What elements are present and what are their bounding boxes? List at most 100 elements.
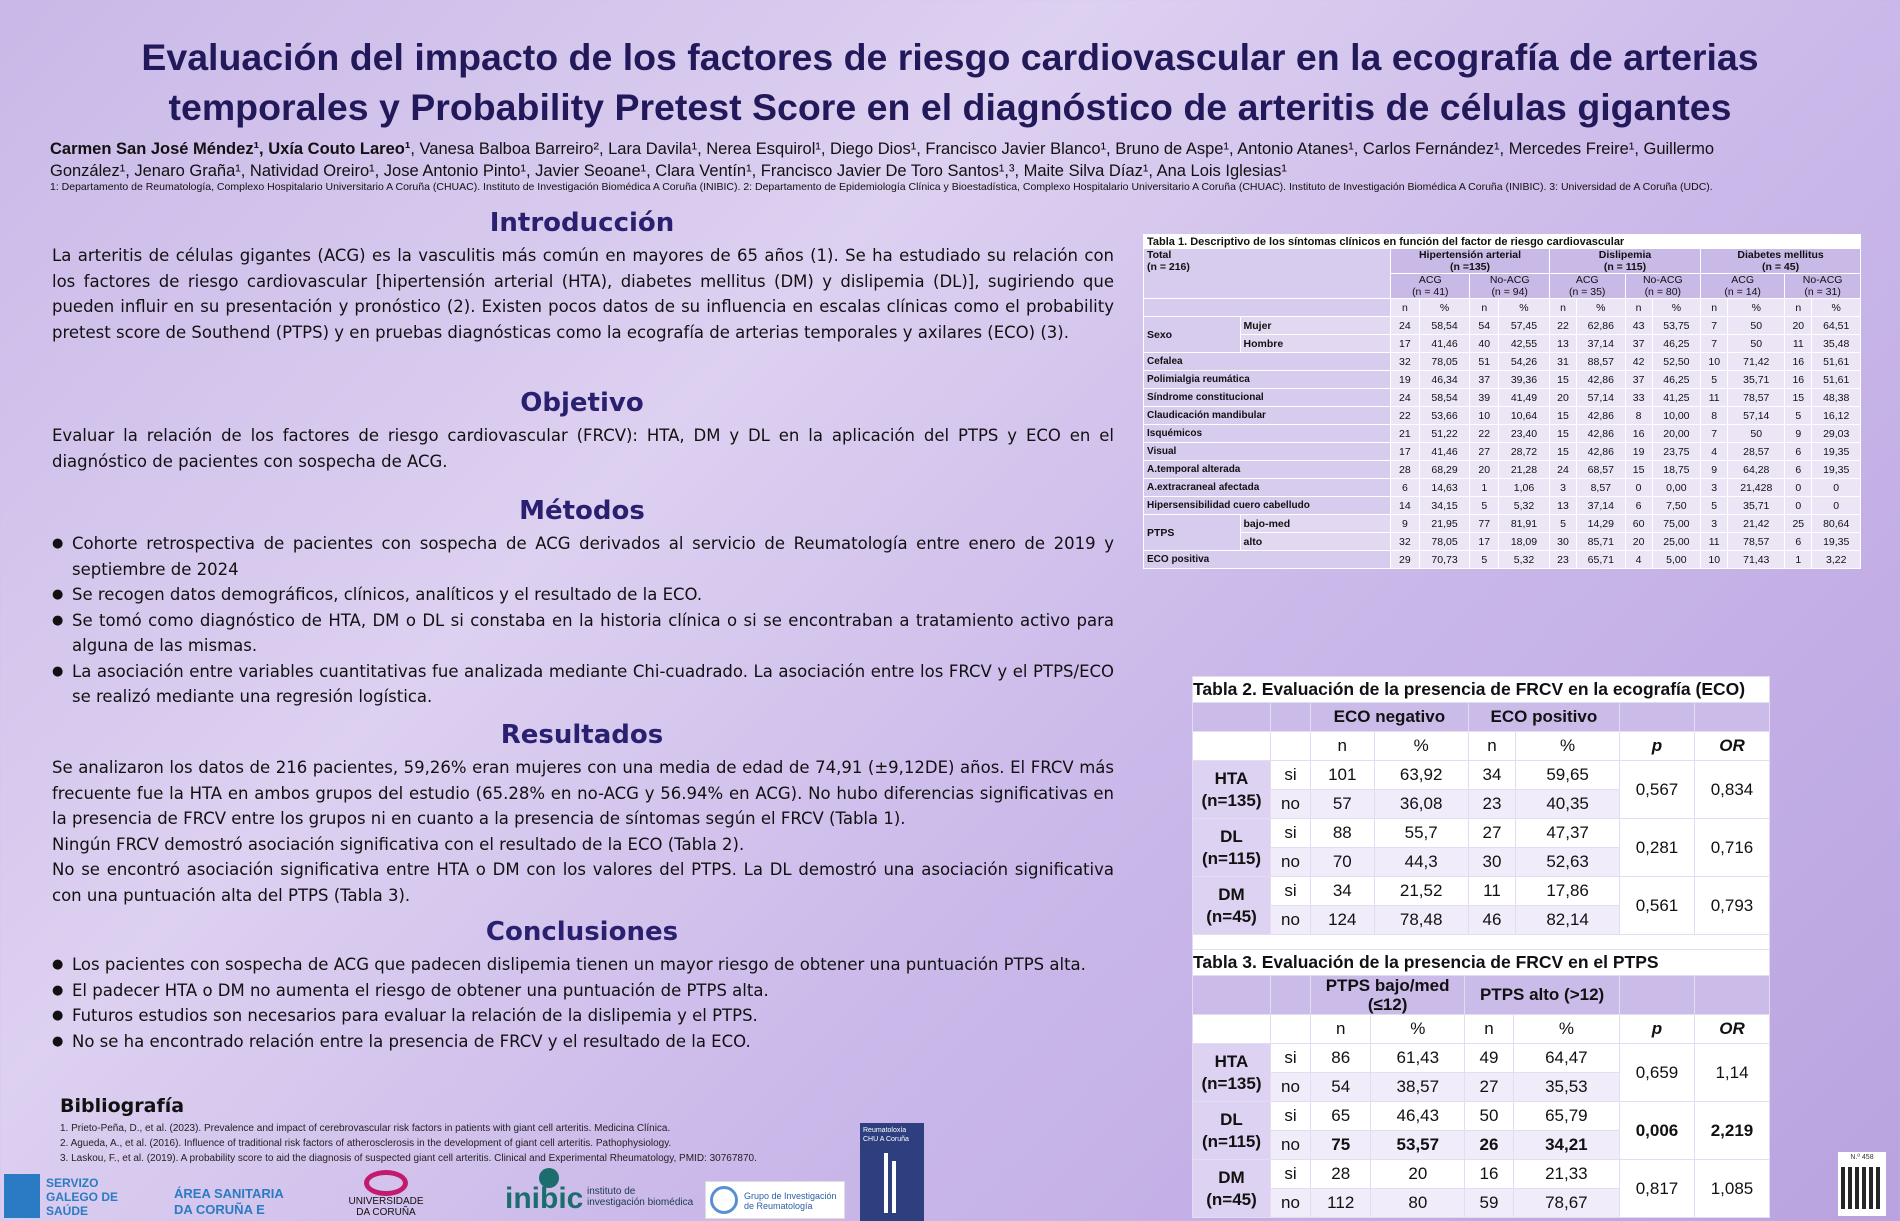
table-row: Hombre 17 41,46 40 42,55 13 37,14 37 46,25 7 50 11 3…: [1144, 334, 1861, 353]
row-label: Visual: [1142, 442, 1392, 461]
ptps-label: PTPS: [1143, 514, 1241, 551]
table-cell: 5: [1700, 370, 1729, 389]
reuma-text: Reumatoloxía CHU A Coruña: [863, 1127, 909, 1143]
table-row: Polimialgia reumática 19 46,34 37 39,36 15 42,…: [1142, 370, 1861, 389]
table-cell: 9: [1784, 424, 1813, 443]
table-cell: 6: [1390, 478, 1420, 497]
group-n: (n = 45): [1762, 261, 1800, 273]
table-cell: 1: [1784, 550, 1813, 569]
table-cell: 124: [1310, 905, 1375, 935]
table-cell: 81,91: [1498, 514, 1550, 533]
table-cell: 0: [1811, 478, 1861, 497]
table-cell: 88: [1310, 818, 1375, 848]
reference-item: 1. Prieto-Peña, D., et al. (2023). Preva…: [60, 1123, 671, 1134]
area-sanitaria-logo: ÁREA SANITARIA DA CORUÑA E CEE: [174, 1186, 284, 1221]
table-cell: 6: [1784, 442, 1813, 461]
table-cell: 13: [1548, 496, 1578, 515]
reference-item: 3. Laskou, F., et al. (2019). A probabil…: [60, 1153, 757, 1164]
table-cell: 62,86: [1576, 316, 1626, 335]
sergas-text: SERVIZO GALEGO DE SAÚDE: [46, 1176, 119, 1218]
table-cell: 77: [1469, 514, 1500, 533]
subgroup-n: (n = 94): [1491, 286, 1528, 298]
or-value: 0,834: [1694, 760, 1770, 819]
objetivo-text: Evaluar la relación de los factores de r…: [52, 423, 1114, 474]
table-cell: 17: [1390, 334, 1420, 353]
table-cell: 51: [1469, 352, 1500, 371]
group-n: (n=45): [1206, 1189, 1257, 1209]
table-cell: 65: [1309, 1101, 1372, 1131]
table-cell: 3: [1548, 478, 1578, 497]
table-cell: 35,53: [1512, 1072, 1621, 1102]
subgroup-n: (n = 41): [1412, 286, 1449, 298]
group-header: Dislipemia (n = 115): [1548, 248, 1702, 274]
table-cell: 57: [1310, 789, 1375, 819]
table-cell: 53,66: [1418, 406, 1471, 425]
table-cell: 11: [1700, 532, 1729, 551]
table-cell: 3,22: [1811, 550, 1861, 569]
blank-cell: [1270, 975, 1311, 1015]
table-cell: 3: [1700, 478, 1729, 497]
no-label: no: [1270, 1130, 1311, 1160]
table-cell: 16: [1624, 424, 1653, 443]
table-cell: 70: [1310, 847, 1375, 877]
or-header: OR: [1694, 731, 1770, 761]
table-cell: 88,57: [1576, 352, 1626, 371]
table-cell: 23,40: [1498, 424, 1550, 443]
intro-text: La arteritis de células gigantes (ACG) e…: [52, 243, 1114, 345]
si-label: si: [1270, 760, 1311, 790]
table-cell: 68,57: [1576, 460, 1626, 479]
table-cell: 46,34: [1418, 370, 1471, 389]
n-header: n: [1464, 1014, 1514, 1044]
table-cell: 65,79: [1512, 1101, 1621, 1131]
table-row: no 75 53,57 26 34,21: [1193, 1130, 1770, 1160]
table-cell: 19,35: [1811, 532, 1861, 551]
subgroup-n: (n = 80): [1644, 286, 1682, 298]
table-cell: 54,26: [1498, 352, 1550, 371]
group-n: (n=115): [1201, 1131, 1262, 1151]
subgroup-header: No-ACG (n = 80): [1624, 273, 1702, 299]
no-label: no: [1270, 905, 1311, 935]
group-n: (n=115): [1201, 848, 1262, 868]
udc-text: UNIVERSIDADE DA CORUÑA: [348, 1196, 424, 1218]
col-header: ECO negativo: [1310, 702, 1469, 732]
intro-heading: Introducción: [489, 208, 675, 238]
table-cell: 5: [1548, 514, 1578, 533]
group-name: HTA: [1214, 768, 1249, 788]
table-cell: 49: [1464, 1043, 1514, 1073]
row-label: Polimialgia reumática: [1142, 370, 1392, 389]
tabla-1: Tabla 1. Descriptivo de los síntomas clí…: [1142, 234, 1861, 569]
authors-lead: Carmen San José Méndez¹, Uxía Couto Lare…: [50, 140, 411, 158]
tabla-3-caption: Tabla 3. Evaluación de la presencia de F…: [1192, 949, 1770, 976]
subgroup-n: (n = 14): [1724, 286, 1761, 298]
total-label: Total: [1147, 249, 1172, 261]
pct-header: %: [1515, 731, 1620, 761]
inibic-name: inibic: [505, 1182, 584, 1215]
si-label: si: [1270, 1043, 1311, 1073]
table-cell: 54: [1469, 316, 1500, 335]
table-cell: 11: [1784, 334, 1813, 353]
table-cell: 51,61: [1811, 352, 1861, 371]
table-cell: 41,46: [1418, 334, 1471, 353]
table-cell: 16: [1464, 1159, 1514, 1189]
table-cell: 35,71: [1727, 496, 1786, 515]
table-cell: 18,09: [1498, 532, 1550, 551]
table-cell: 5: [1469, 496, 1500, 515]
table-cell: 27: [1464, 1072, 1514, 1102]
row-label: Hombre: [1239, 334, 1392, 353]
n-header: n: [1548, 298, 1578, 317]
blank-cell: [1270, 702, 1311, 732]
no-label: no: [1270, 847, 1311, 877]
table-cell: 28,72: [1498, 442, 1550, 461]
table-cell: 8,57: [1576, 478, 1626, 497]
blank-cell: [1192, 975, 1271, 1015]
table-cell: 20: [1624, 532, 1653, 551]
table-cell: 32: [1390, 352, 1420, 371]
bibliografia-heading: Bibliografía: [60, 1095, 185, 1117]
group-name: Diabetes mellitus: [1737, 249, 1824, 261]
table-cell: 34,15: [1418, 496, 1471, 515]
si-label: si: [1270, 876, 1311, 906]
table-cell: 20: [1548, 388, 1578, 407]
no-label: no: [1270, 1072, 1311, 1102]
subgroup-header: ACG (n = 14): [1700, 273, 1786, 299]
conclusion-item: No se ha encontrado relación entre la pr…: [52, 1029, 1114, 1055]
